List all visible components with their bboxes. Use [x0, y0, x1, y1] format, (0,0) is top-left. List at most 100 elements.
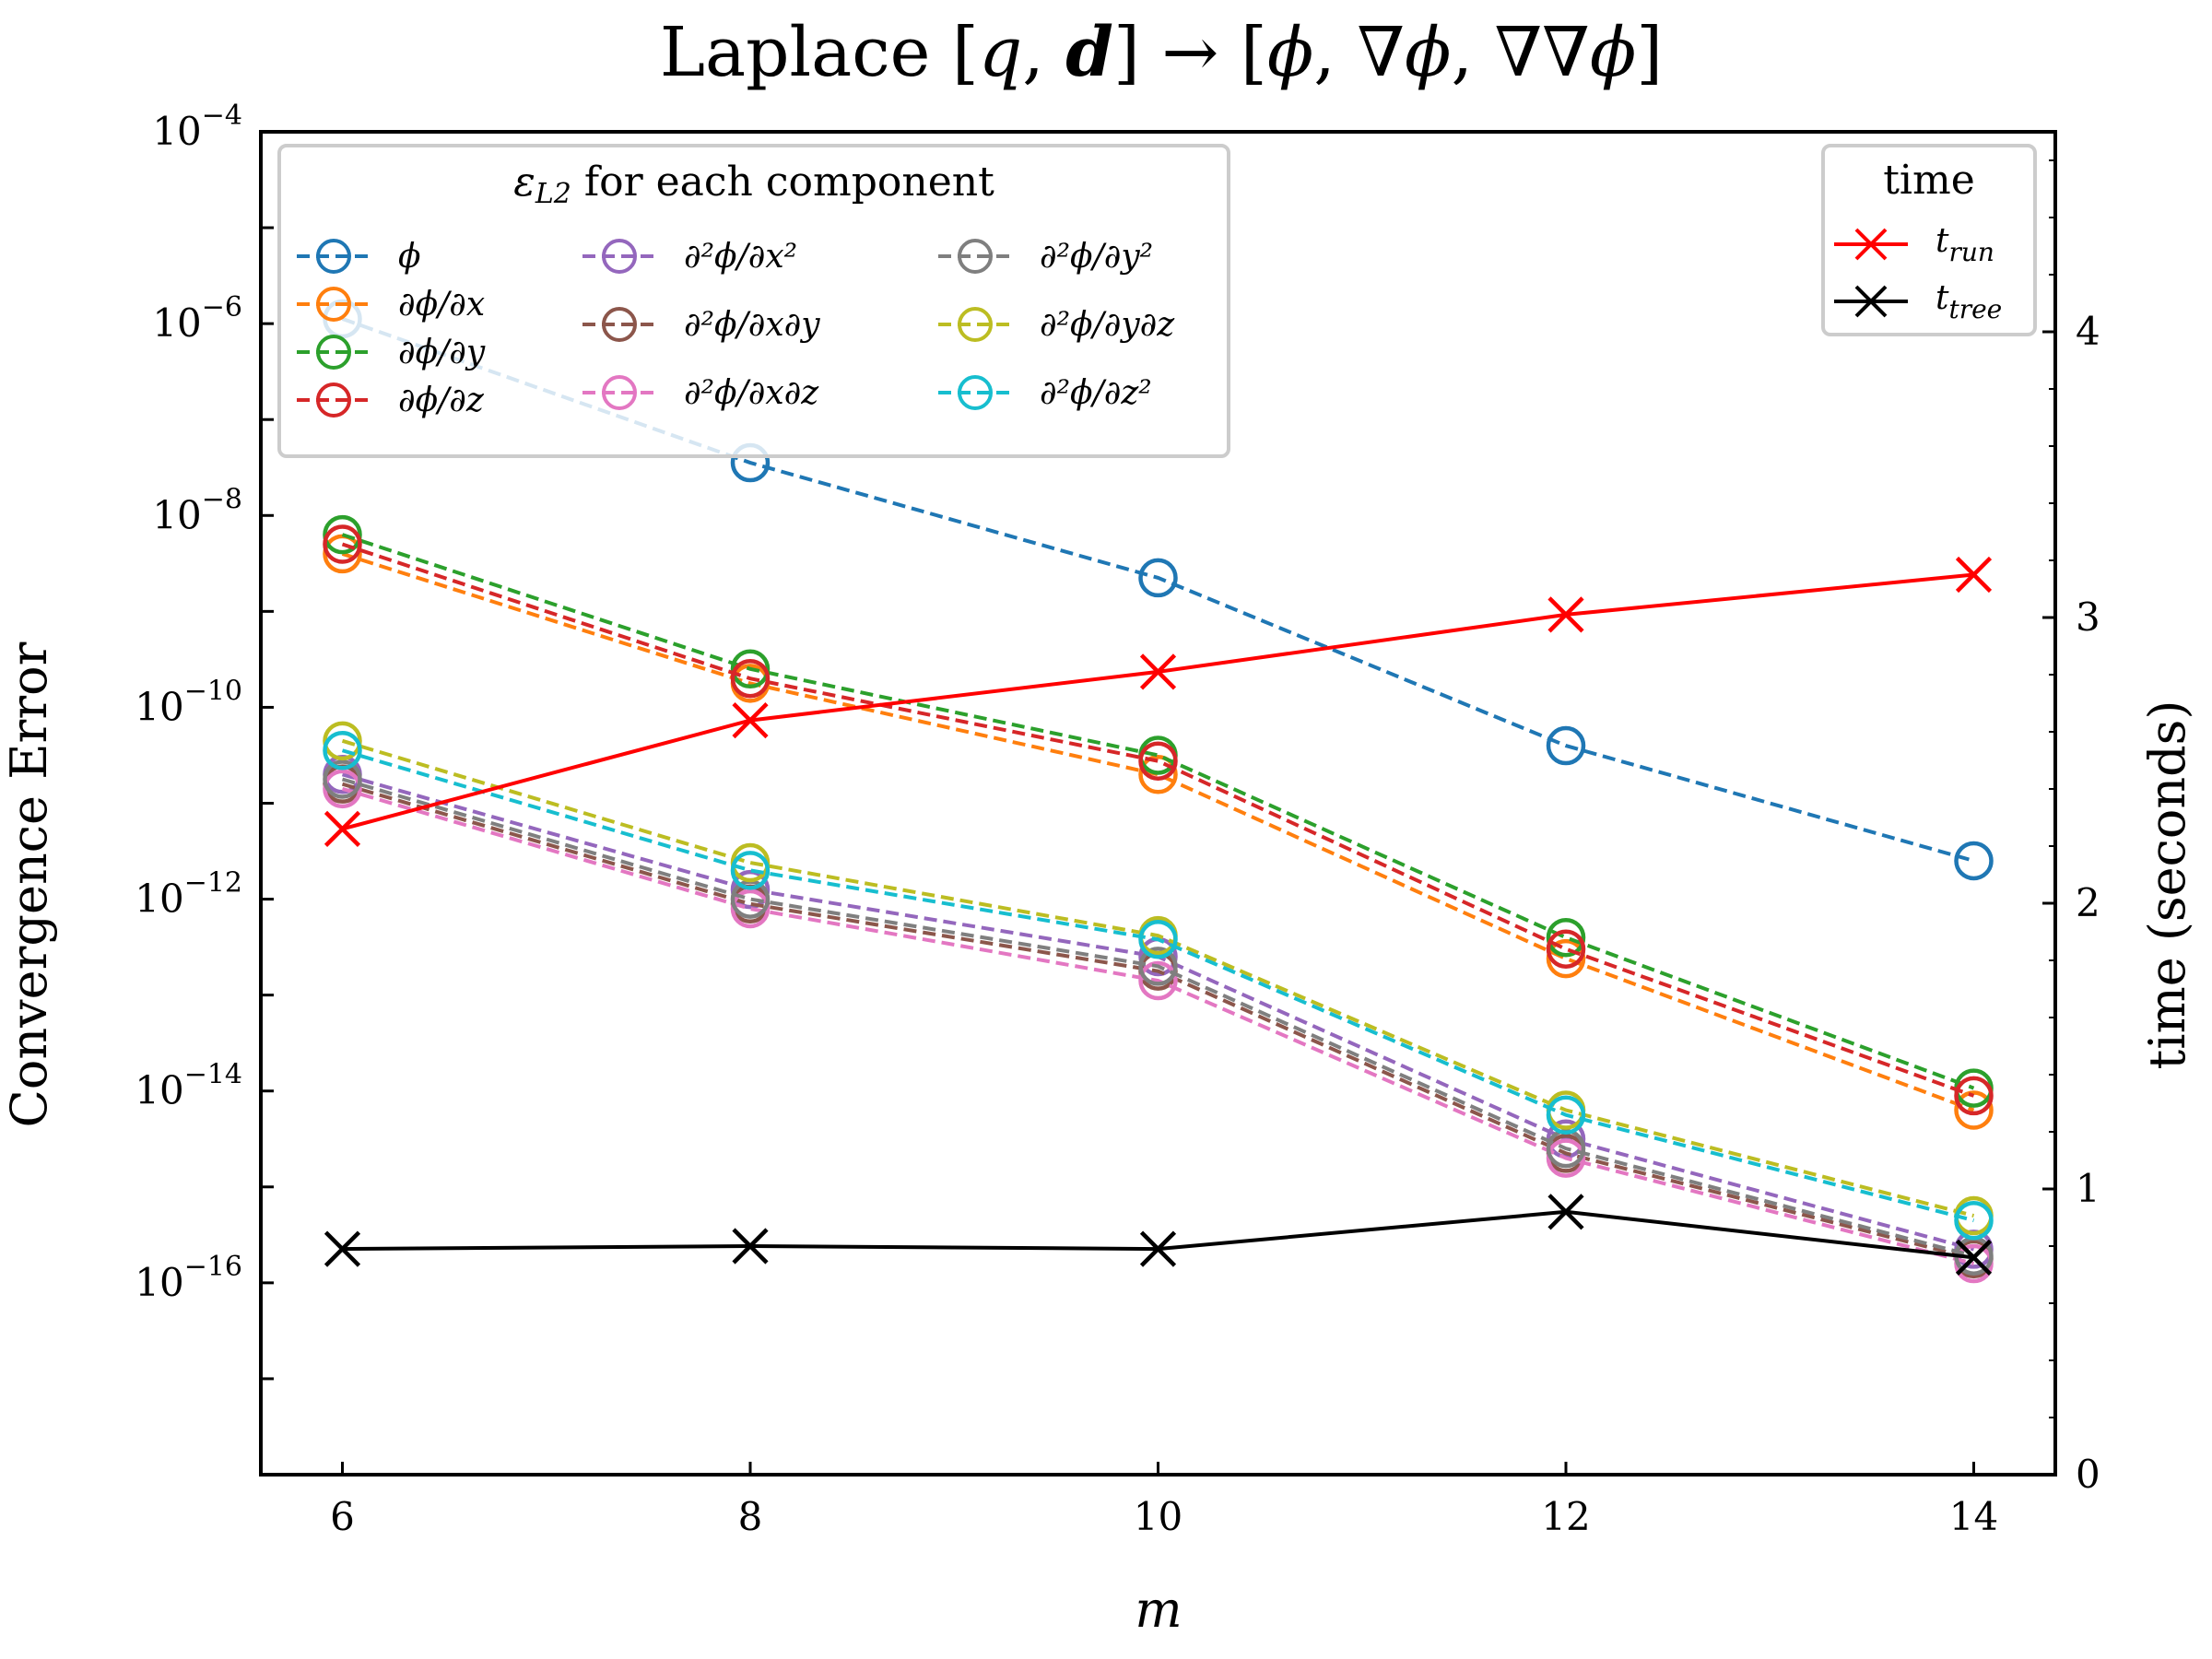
- legend-label: ∂ϕ/∂z: [398, 382, 485, 419]
- error-legend-item: ∂ϕ/∂y: [297, 334, 486, 371]
- legend-label: ∂ϕ/∂x: [398, 286, 485, 324]
- time-point: [324, 1230, 361, 1267]
- error-point: [323, 731, 362, 771]
- error-series-line: [341, 317, 1975, 863]
- error-series-2: [323, 534, 1994, 1130]
- legend-label: ∂²ϕ/∂y∂z: [1040, 306, 1175, 344]
- time-point: [732, 1228, 769, 1265]
- error-point: [1546, 929, 1586, 969]
- legend-marker: [316, 382, 351, 418]
- legend-label: ∂²ϕ/∂x²: [684, 238, 797, 276]
- error-legend-item: ∂²ϕ/∂x∂y: [582, 306, 820, 344]
- error-point: [1546, 917, 1586, 958]
- error-point: [323, 524, 362, 564]
- error-series-line: [341, 552, 1975, 1112]
- time-legend-item: trun: [1834, 222, 1994, 267]
- error-point: [1954, 841, 1994, 881]
- error-point: [1546, 938, 1586, 979]
- y-right-tick-label: 0: [2076, 1452, 2100, 1497]
- time-legend-title: time: [1883, 157, 1975, 204]
- error-legend-item: ∂²ϕ/∂y∂z: [938, 306, 1175, 344]
- legend-marker: [316, 335, 351, 370]
- y-left-tick-label: 10−12: [135, 867, 242, 922]
- error-point: [730, 888, 771, 929]
- error-legend-box: [277, 144, 1230, 458]
- error-point: [1138, 947, 1178, 986]
- y-right-tick-label: 2: [2076, 880, 2100, 925]
- legend-label: ϕ: [398, 238, 421, 276]
- error-point: [323, 514, 362, 555]
- y-axis-label-right: time (seconds): [2138, 700, 2196, 1070]
- error-point: [730, 649, 771, 689]
- error-series-9: [323, 721, 1994, 1236]
- error-series-10: [323, 731, 1994, 1241]
- error-series-line: [341, 786, 1975, 1265]
- error-legend-item: ∂²ϕ/∂x²: [582, 238, 797, 276]
- y-left-tick-label: 10−16: [135, 1251, 242, 1305]
- error-legend-item: ∂²ϕ/∂x∂z: [582, 374, 819, 412]
- error-point: [730, 658, 771, 699]
- legend-label: ∂²ϕ/∂z²: [1040, 374, 1152, 412]
- legend-label: ∂²ϕ/∂y²: [1040, 238, 1153, 276]
- time-point: [1955, 1239, 1993, 1276]
- x-tick-label: 14: [1949, 1494, 1998, 1539]
- y-right-tick-label: 1: [2076, 1166, 2100, 1211]
- error-legend-item: ∂²ϕ/∂y²: [938, 238, 1153, 276]
- error-legend-item: ϕ: [297, 238, 421, 276]
- error-series-6: [323, 764, 1994, 1279]
- y-left-tick-label: 10−8: [152, 483, 242, 537]
- error-point: [323, 759, 362, 799]
- time-point: [732, 702, 769, 739]
- time-point: [1547, 1194, 1584, 1230]
- y-left-tick-label: 10−10: [135, 675, 242, 729]
- legend-marker: [958, 375, 993, 410]
- legend-marker: [1854, 228, 1888, 261]
- legend-marker: [1854, 285, 1888, 318]
- time-point: [1139, 653, 1177, 690]
- x-tick-label: 10: [1134, 1494, 1182, 1539]
- legend-label: ttree: [1936, 279, 2002, 324]
- error-series-line: [341, 777, 1975, 1258]
- legend-marker: [602, 307, 637, 342]
- x-tick-label: 12: [1541, 1494, 1590, 1539]
- y-left-tick-label: 10−14: [135, 1059, 242, 1113]
- error-series-line: [341, 782, 1975, 1261]
- error-point: [1138, 960, 1178, 1001]
- error-point: [1954, 1200, 1994, 1241]
- x-tick-label: 8: [738, 1494, 763, 1539]
- legend-marker: [602, 239, 637, 274]
- error-point: [730, 851, 771, 890]
- error-series-line: [341, 738, 1975, 1218]
- time-point: [324, 810, 361, 847]
- error-point: [323, 769, 362, 809]
- error-point: [730, 842, 771, 883]
- error-series-4: [323, 524, 1994, 1116]
- error-point: [730, 869, 771, 910]
- error-series-line: [341, 542, 1975, 1098]
- error-point: [1546, 1095, 1586, 1135]
- error-point: [1546, 725, 1586, 766]
- legend-label: ∂²ϕ/∂x∂y: [684, 306, 820, 344]
- y-right-tick-label: 4: [2076, 309, 2100, 354]
- time-legend-box: [1821, 144, 2037, 336]
- error-point: [1138, 755, 1178, 794]
- error-series-line: [341, 772, 1975, 1252]
- error-legend-title: εL2 for each component: [513, 159, 994, 210]
- error-legend-item: ∂ϕ/∂x: [297, 286, 485, 324]
- error-point: [1138, 558, 1178, 598]
- error-point: [1138, 741, 1178, 781]
- time-point: [1547, 596, 1584, 633]
- legend-label: ∂²ϕ/∂x∂z: [684, 374, 819, 412]
- legend-marker: [958, 307, 993, 342]
- legend-label: trun: [1936, 222, 1994, 267]
- plot-area: 6 8 10 12 1410−410−610−810−1010−1210−1410−16…: [135, 100, 2100, 1539]
- error-series-line: [341, 533, 1975, 1090]
- error-legend: εL2 for each component ϕ ∂ϕ/∂x ∂ϕ/∂y ∂ϕ/∂z ∂²…: [277, 144, 1230, 458]
- chart-title: Laplace [q, d] → [ϕ, ∇ϕ, ∇∇ϕ]: [660, 13, 1663, 92]
- x-axis-label: m: [1135, 1581, 1182, 1639]
- time-point: [1955, 556, 1993, 594]
- error-point: [1546, 1138, 1586, 1178]
- time-series-2: [324, 1194, 1993, 1276]
- error-point: [1954, 1090, 1994, 1130]
- time-point: [1139, 1230, 1177, 1267]
